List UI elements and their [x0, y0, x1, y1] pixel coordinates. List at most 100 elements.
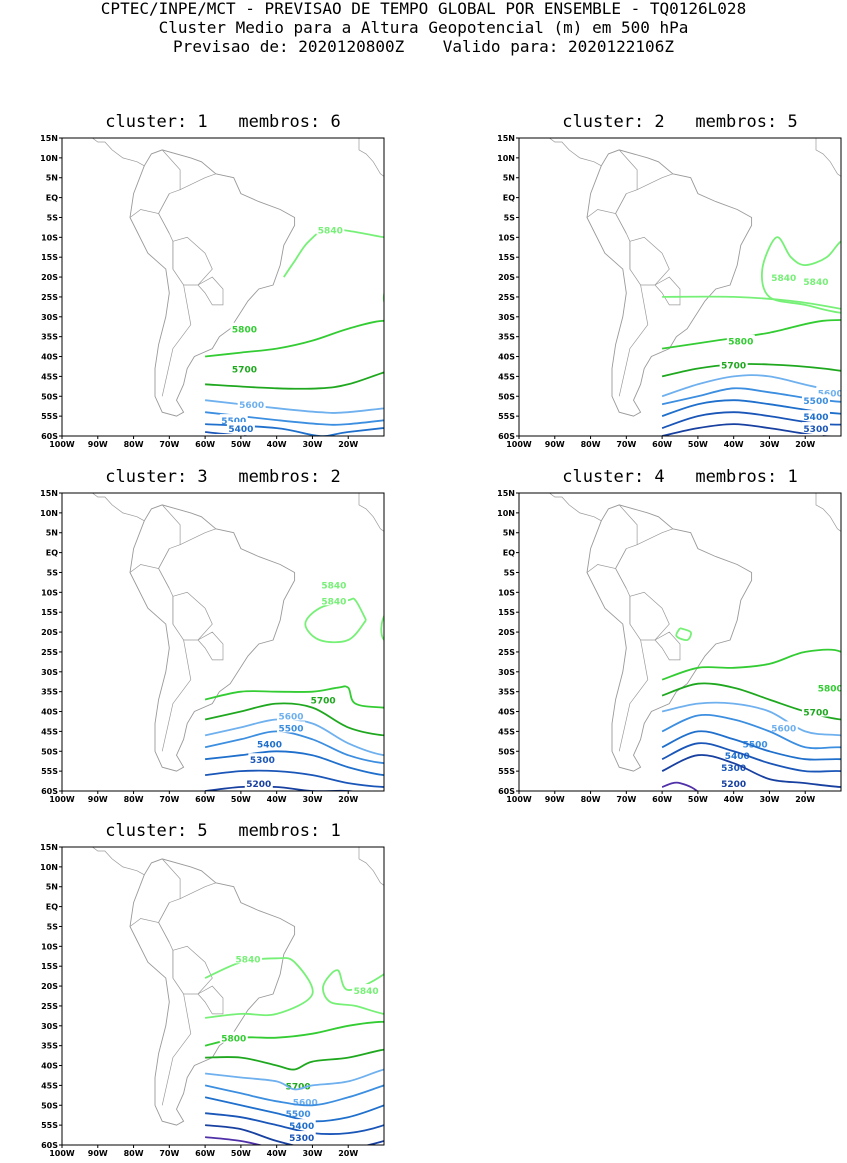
- lat-label: 35S: [498, 333, 515, 342]
- border-line: [158, 193, 170, 214]
- contour-5800: [661, 319, 841, 350]
- contour-label-5500: 5500: [278, 724, 303, 734]
- contour-5200: [661, 754, 841, 788]
- contour-label-bg: [719, 761, 748, 773]
- lat-label: 50S: [498, 392, 515, 401]
- border-line: [618, 504, 638, 545]
- contour-label-bg: [309, 693, 338, 705]
- lat-label: 5S: [47, 922, 59, 931]
- contour-5840: [380, 614, 384, 642]
- lat-label: 60S: [498, 787, 515, 796]
- border-line: [158, 173, 216, 234]
- contour-label-5300: 5300: [289, 1134, 314, 1144]
- contour-5840: [675, 627, 692, 642]
- lon-label: 30W: [759, 440, 779, 449]
- contour-label-5700: 5700: [721, 361, 746, 371]
- map-frame: [518, 137, 842, 437]
- coastline: [586, 149, 753, 417]
- lat-label: 10N: [497, 154, 515, 163]
- lat-label: 45S: [498, 727, 515, 736]
- lat-label: 15S: [41, 962, 58, 971]
- border-line: [161, 993, 192, 1106]
- contour-label-5840: 5840: [354, 987, 379, 997]
- lat-label: 20S: [41, 982, 58, 991]
- lon-label: 70W: [616, 440, 636, 449]
- border-line: [615, 173, 673, 234]
- contour-label-bg: [723, 749, 752, 761]
- lat-label: 10S: [41, 588, 58, 597]
- lon-label: 80W: [581, 795, 601, 804]
- lon-label: 30W: [302, 440, 322, 449]
- contour-label-bg: [769, 721, 798, 733]
- contour-label-5500: 5500: [803, 397, 828, 407]
- panel-title-5: cluster: 5 membros: 1: [105, 821, 341, 841]
- lon-label: 20W: [338, 795, 358, 804]
- border-line: [358, 493, 384, 532]
- border-line: [197, 985, 224, 1015]
- lat-label: 5N: [46, 529, 58, 538]
- lat-label: 35S: [41, 333, 58, 342]
- border-line: [548, 138, 602, 167]
- contour-label-5840: 5840: [803, 278, 828, 288]
- lat-label: 55S: [498, 767, 515, 776]
- lat-label: 25S: [498, 293, 515, 302]
- contour-5840: [761, 236, 841, 314]
- contour-5600: [204, 718, 384, 757]
- contour-5200: [204, 785, 359, 791]
- lon-label: 20W: [338, 440, 358, 449]
- border-line: [129, 209, 174, 270]
- lat-label: 30S: [41, 668, 58, 677]
- contour-label-bg: [801, 422, 830, 434]
- contour-label-5600: 5600: [293, 1098, 318, 1108]
- contour-5300: [661, 742, 841, 773]
- border-line: [197, 631, 224, 661]
- contour-label-bg: [237, 398, 266, 410]
- lon-label: 40W: [724, 795, 744, 804]
- lat-label: 5S: [47, 213, 59, 222]
- coastline: [129, 858, 296, 1126]
- lon-label: 70W: [159, 1149, 179, 1158]
- lon-label: 90W: [545, 795, 565, 804]
- contour-5840: [204, 957, 314, 1019]
- lon-label: 20W: [795, 440, 815, 449]
- lon-label: 20W: [795, 795, 815, 804]
- contour-5840: [304, 597, 367, 644]
- contour-label-bg: [316, 223, 345, 235]
- border-line: [629, 591, 670, 641]
- contour-label-5840: 5840: [236, 955, 261, 965]
- contour-label-5800: 5800: [818, 685, 843, 695]
- contour-5800: [204, 685, 384, 709]
- lat-label: 15S: [41, 608, 58, 617]
- map-frame: [61, 492, 385, 792]
- lon-label: 100W: [506, 795, 532, 804]
- lon-label: 70W: [159, 440, 179, 449]
- lat-label: 20S: [498, 628, 515, 637]
- lat-label: 40S: [498, 708, 515, 717]
- lon-label: 100W: [49, 795, 75, 804]
- contour-label-bg: [816, 386, 841, 398]
- contour-label-5500: 5500: [286, 1110, 311, 1120]
- contour-label-5400: 5400: [725, 752, 750, 762]
- border-line: [358, 138, 384, 177]
- contour-label-bg: [816, 681, 841, 693]
- lat-label: EQ: [503, 194, 515, 203]
- contour-label-5840: 5840: [771, 274, 796, 284]
- border-line: [91, 138, 145, 167]
- border-line: [158, 528, 216, 589]
- lon-label: 100W: [49, 1149, 75, 1158]
- border-line: [615, 193, 627, 214]
- border-line: [197, 276, 224, 306]
- lat-label: 55S: [498, 412, 515, 421]
- lat-label: 10N: [40, 154, 58, 163]
- lat-label: 55S: [41, 1121, 58, 1130]
- lat-label: 40S: [41, 708, 58, 717]
- contour-5840: [322, 969, 384, 1015]
- lat-label: 50S: [41, 1101, 58, 1110]
- lon-label: 90W: [88, 440, 108, 449]
- map-panel-5: 58405840584058005700560055005400530015N1…: [40, 843, 385, 1158]
- contour-label-bg: [719, 777, 748, 789]
- map-frame: [518, 492, 842, 792]
- lon-label: 60W: [652, 440, 672, 449]
- border-line: [358, 847, 384, 886]
- border-line: [654, 631, 681, 661]
